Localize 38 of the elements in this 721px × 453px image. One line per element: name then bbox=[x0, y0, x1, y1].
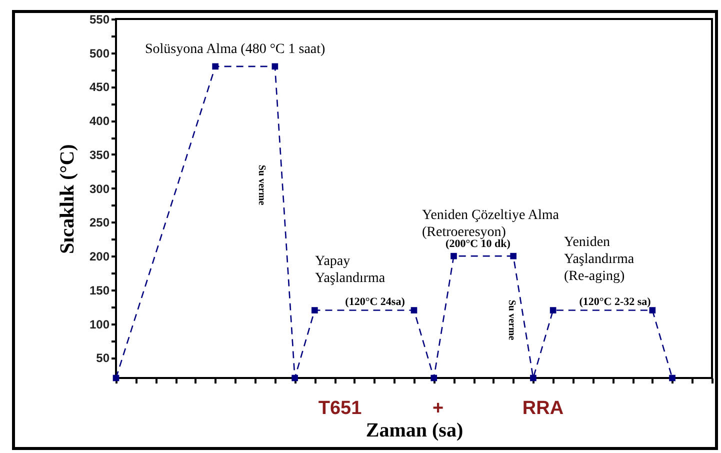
y-tick-label: 350 bbox=[89, 148, 110, 162]
y-tick-label: 550 bbox=[89, 12, 110, 26]
annotation: Yeniden Yaşlandırma (Re-aging) bbox=[564, 235, 635, 284]
y-tick-label: 100 bbox=[89, 317, 110, 332]
y-tick-label: 200 bbox=[89, 250, 110, 264]
y-tick-label: 150 bbox=[89, 283, 110, 298]
x-axis-title: Zaman (sa) bbox=[366, 420, 464, 442]
annotation: Su verme bbox=[256, 164, 267, 206]
point bbox=[450, 252, 457, 260]
text: T651 bbox=[318, 398, 362, 419]
annotation: Su verme bbox=[506, 300, 517, 341]
y-tick-label: 50 bbox=[96, 351, 110, 366]
point bbox=[410, 307, 418, 314]
y-tick-label: 250 bbox=[89, 216, 110, 230]
annotation: Solüsyona Alma (480 °C 1 saat) bbox=[145, 42, 326, 57]
y-tick-label: 450 bbox=[89, 80, 110, 94]
annotation: (120°C 24sa) bbox=[345, 296, 406, 308]
point bbox=[272, 63, 278, 70]
point bbox=[649, 307, 656, 314]
point bbox=[112, 374, 120, 382]
point bbox=[430, 374, 438, 382]
point bbox=[550, 307, 556, 314]
y-tick-label: 400 bbox=[89, 114, 110, 128]
point bbox=[212, 63, 218, 70]
text: + bbox=[432, 398, 444, 419]
annotation: (200°C 10 dk) bbox=[446, 238, 511, 250]
annotation: Yapay Yaşlandırma bbox=[315, 254, 386, 286]
point bbox=[312, 307, 318, 314]
point bbox=[292, 374, 298, 382]
point bbox=[530, 374, 536, 382]
annotation: Yeniden Çözeltiye Alma (Retroeresyon) bbox=[422, 208, 560, 240]
y-tick-label: 300 bbox=[89, 182, 110, 196]
y-axis-title: Sıcaklık (°C) bbox=[56, 144, 78, 254]
point bbox=[669, 374, 676, 382]
annotation: (120°C 2-32 sa) bbox=[579, 296, 652, 308]
point bbox=[510, 252, 516, 260]
text: RRA bbox=[522, 398, 564, 419]
y-tick-label: 500 bbox=[89, 46, 110, 60]
